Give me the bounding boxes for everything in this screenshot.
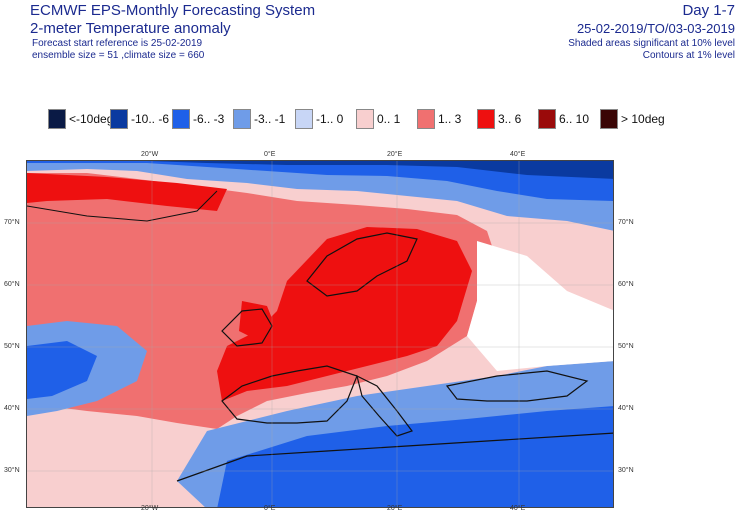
legend-swatch bbox=[295, 109, 313, 129]
legend-label: 1.. 3 bbox=[438, 112, 462, 126]
contour-note: Contours at 1% level bbox=[642, 50, 735, 61]
lon-label-top-1: 0°E bbox=[264, 151, 276, 158]
field-greenland-sea bbox=[27, 173, 227, 211]
significance-note: Shaded areas significant at 10% level bbox=[568, 38, 735, 49]
field-north-coldest bbox=[147, 161, 613, 179]
lat-label-right-1: 60°N bbox=[618, 281, 634, 288]
lon-label-top-3: 40°E bbox=[510, 151, 526, 158]
legend-item: -1.. 0 bbox=[295, 108, 343, 130]
forecast-start: Forecast start reference is 25-02-2019 bbox=[32, 38, 203, 49]
lat-label-left-3: 40°N bbox=[4, 405, 20, 412]
legend-item: <-10deg bbox=[48, 108, 113, 130]
legend-label: 6.. 10 bbox=[559, 112, 590, 126]
title-system: ECMWF EPS-Monthly Forecasting System bbox=[30, 2, 316, 19]
legend-label: 3.. 6 bbox=[498, 112, 522, 126]
lon-label-bottom-3: 40°E bbox=[510, 505, 526, 512]
legend-label: <-10deg bbox=[69, 112, 114, 126]
lat-label-left-2: 50°N bbox=[4, 343, 20, 350]
legend-swatch bbox=[110, 109, 128, 129]
header-right: Day 1-7 25-02-2019/TO/03-03-2019 Shaded … bbox=[568, 2, 735, 62]
legend-item: 1.. 3 bbox=[417, 108, 461, 130]
day-range: Day 1-7 bbox=[682, 2, 735, 19]
anomaly-map bbox=[26, 160, 614, 508]
field-strong-warm bbox=[217, 227, 472, 401]
legend-swatch bbox=[233, 109, 251, 129]
legend-swatch bbox=[477, 109, 495, 129]
lon-label-top-0: 20°W bbox=[141, 151, 159, 158]
lat-label-left-4: 30°N bbox=[4, 467, 20, 474]
legend-label: -10.. -6 bbox=[131, 112, 170, 126]
field-north-colder bbox=[27, 161, 613, 201]
coast-black-sea bbox=[445, 370, 589, 402]
graticule bbox=[27, 161, 613, 507]
header-left: ECMWF EPS-Monthly Forecasting System 2-m… bbox=[30, 2, 315, 62]
lon-label-bottom-2: 20°E bbox=[387, 505, 403, 512]
legend-item: -6.. -3 bbox=[172, 108, 224, 130]
ensemble-size: ensemble size = 51 ,climate size = 660 bbox=[32, 50, 205, 61]
coast-scandinavia bbox=[306, 232, 418, 297]
legend-swatch bbox=[538, 109, 556, 129]
field-british-isles bbox=[239, 301, 277, 341]
field-east-neutral bbox=[467, 241, 613, 371]
legend-label: -6.. -3 bbox=[193, 112, 225, 126]
legend-label: > 10deg bbox=[621, 112, 665, 126]
legend-item: -3.. -1 bbox=[233, 108, 285, 130]
lon-label-bottom-0: 20°W bbox=[141, 505, 159, 512]
lat-label-left-1: 60°N bbox=[4, 281, 20, 288]
legend-item: -10.. -6 bbox=[110, 108, 169, 130]
lon-label-top-2: 20°E bbox=[387, 151, 403, 158]
legend-swatch bbox=[356, 109, 374, 129]
legend-swatch bbox=[417, 109, 435, 129]
legend-item: > 10deg bbox=[600, 108, 665, 130]
legend-swatch bbox=[48, 109, 66, 129]
legend-item: 6.. 10 bbox=[538, 108, 589, 130]
legend-label: 0.. 1 bbox=[377, 112, 401, 126]
coast-iberia bbox=[221, 365, 358, 424]
lat-label-right-2: 50°N bbox=[618, 343, 634, 350]
legend-swatch bbox=[600, 109, 618, 129]
coast-north-africa bbox=[176, 432, 613, 482]
lat-label-left-0: 70°N bbox=[4, 219, 20, 226]
legend-item: 0.. 1 bbox=[356, 108, 400, 130]
field-south-colder bbox=[217, 406, 613, 507]
coast-italy bbox=[356, 374, 413, 437]
lat-label-right-3: 40°N bbox=[618, 405, 634, 412]
title-variable: 2-meter Temperature anomaly bbox=[30, 20, 231, 37]
map-canvas bbox=[27, 161, 613, 507]
lon-label-bottom-1: 0°E bbox=[264, 505, 276, 512]
legend-item: 3.. 6 bbox=[477, 108, 521, 130]
legend-swatch bbox=[172, 109, 190, 129]
lat-label-right-0: 70°N bbox=[618, 219, 634, 226]
coast-greenland bbox=[27, 190, 218, 222]
lat-label-right-4: 30°N bbox=[618, 467, 634, 474]
legend-label: -3.. -1 bbox=[254, 112, 286, 126]
field-atlantic-colder bbox=[27, 341, 97, 399]
date-range: 25-02-2019/TO/03-03-2019 bbox=[576, 21, 735, 36]
legend-label: -1.. 0 bbox=[316, 112, 344, 126]
